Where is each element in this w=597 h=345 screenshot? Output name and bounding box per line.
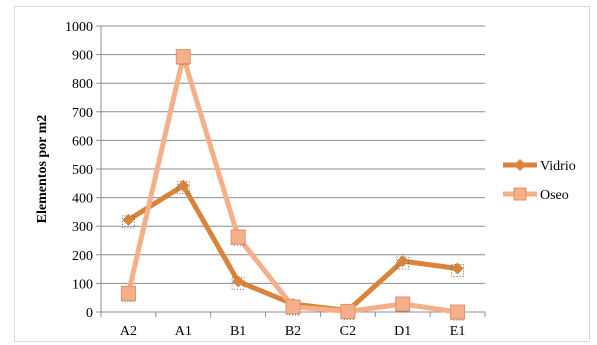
series-line [127, 183, 458, 314]
legend-marker [514, 159, 526, 171]
x-tick-label: C2 [340, 324, 356, 339]
legend-marker [513, 187, 527, 201]
y-tick-label: 700 [72, 106, 93, 121]
y-tick-label: 200 [72, 249, 93, 264]
data-point-vidrio [396, 255, 409, 268]
data-point-vidrio [232, 275, 245, 288]
legend-label: Vidrio [540, 159, 576, 174]
y-tick-label: 500 [72, 163, 93, 178]
series-line [125, 54, 458, 315]
series-vidrio [121, 179, 465, 320]
y-axis-title: Elementos por m2 [35, 115, 50, 224]
y-tick-label: 100 [72, 277, 93, 292]
legend-label: Oseo [540, 188, 569, 203]
y-tick-label: 800 [72, 77, 93, 92]
x-tick-label: B1 [230, 324, 246, 339]
y-tick-label: 300 [72, 220, 93, 235]
y-tick-label: 1000 [65, 20, 93, 35]
data-point-oseo [230, 229, 246, 245]
y-tick-label: 900 [72, 49, 93, 64]
data-point-oseo [175, 49, 191, 65]
y-tick-label: 0 [86, 306, 93, 321]
data-point-oseo [395, 296, 411, 312]
x-tick-label: A1 [175, 324, 192, 339]
y-tick-label: 400 [72, 192, 93, 207]
legend-item-oseo: Oseo [503, 187, 569, 203]
y-tick-label: 600 [72, 134, 93, 149]
data-point-oseo [450, 304, 466, 320]
x-tick-label: D1 [394, 324, 411, 339]
data-point-oseo [285, 299, 301, 315]
x-tick-label: B2 [285, 324, 301, 339]
series-layer [120, 49, 466, 321]
gridlines [101, 25, 485, 284]
data-point-oseo [120, 285, 136, 301]
chart-frame [14, 6, 590, 342]
x-tick-labels: A2 A1 B1 B2 C2 D1 E1 [120, 324, 465, 339]
legend-item-vidrio: Vidrio [503, 159, 576, 174]
series-oseo [120, 49, 466, 321]
x-tick-label: E1 [450, 324, 466, 339]
data-point-oseo [340, 303, 356, 319]
legend: Vidrio Oseo [503, 159, 576, 203]
data-point-vidrio [177, 179, 190, 192]
data-point-vidrio [451, 262, 464, 275]
x-tick-label: A2 [120, 324, 137, 339]
y-tick-labels: 0 100 200 300 400 500 600 700 800 900 1000 [65, 20, 93, 321]
data-point-vidrio [122, 213, 135, 226]
